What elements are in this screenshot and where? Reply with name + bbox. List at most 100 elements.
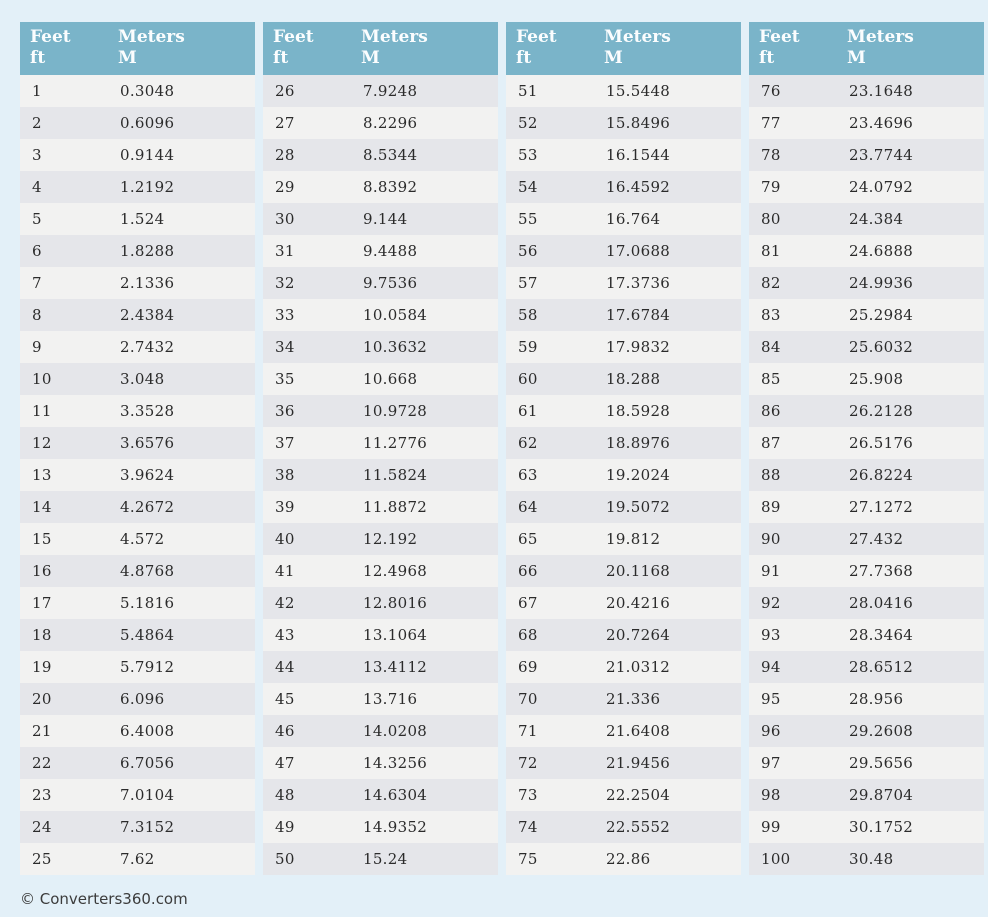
- conversion-table-3: Feet ft Meters M 51 15.5448 52 15.8496 53 16.1544…: [506, 22, 741, 875]
- meters-cell: 27.7368: [837, 555, 984, 587]
- feet-cell: 42: [263, 587, 351, 619]
- meters-header-unit: M: [118, 48, 137, 68]
- feet-cell: 88: [749, 459, 837, 491]
- meters-cell: 19.5072: [594, 491, 741, 523]
- table-row: 48 14.6304: [263, 779, 498, 811]
- meters-cell: 30.1752: [837, 811, 984, 843]
- feet-cell: 94: [749, 651, 837, 683]
- meters-cell: 0.9144: [108, 139, 255, 171]
- feet-cell: 90: [749, 523, 837, 555]
- table-row: 64 19.5072: [506, 491, 741, 523]
- table-row: 87 26.5176: [749, 427, 984, 459]
- table-row: 95 28.956: [749, 683, 984, 715]
- feet-cell: 27: [263, 107, 351, 139]
- table-row: 51 15.5448: [506, 75, 741, 107]
- feet-cell: 19: [20, 651, 108, 683]
- table-row: 46 14.0208: [263, 715, 498, 747]
- table-row: 9 2.7432: [20, 331, 255, 363]
- meters-cell: 20.7264: [594, 619, 741, 651]
- feet-cell: 6: [20, 235, 108, 267]
- table-row: 39 11.8872: [263, 491, 498, 523]
- table-row: 61 18.5928: [506, 395, 741, 427]
- meters-cell: 11.2776: [351, 427, 498, 459]
- meters-cell: 2.4384: [108, 299, 255, 331]
- meters-cell: 6.4008: [108, 715, 255, 747]
- meters-cell: 2.1336: [108, 267, 255, 299]
- meters-cell: 10.0584: [351, 299, 498, 331]
- table-row: 93 28.3464: [749, 619, 984, 651]
- table-header-row: Feet ft Meters M: [749, 22, 984, 75]
- feet-header-unit: ft: [273, 48, 289, 68]
- table-row: 12 3.6576: [20, 427, 255, 459]
- feet-cell: 17: [20, 587, 108, 619]
- feet-cell: 63: [506, 459, 594, 491]
- feet-cell: 38: [263, 459, 351, 491]
- meters-header-label: Meters: [361, 27, 428, 47]
- feet-cell: 71: [506, 715, 594, 747]
- feet-cell: 50: [263, 843, 351, 875]
- table-row: 42 12.8016: [263, 587, 498, 619]
- table-row: 44 13.4112: [263, 651, 498, 683]
- table-row: 62 18.8976: [506, 427, 741, 459]
- conversion-table-4: Feet ft Meters M 76 23.1648 77 23.4696 78 23.7744…: [749, 22, 984, 875]
- table-row: 36 10.9728: [263, 395, 498, 427]
- meters-cell: 12.8016: [351, 587, 498, 619]
- feet-cell: 62: [506, 427, 594, 459]
- table-row: 77 23.4696: [749, 107, 984, 139]
- feet-cell: 7: [20, 267, 108, 299]
- table-row: 56 17.0688: [506, 235, 741, 267]
- feet-cell: 78: [749, 139, 837, 171]
- feet-cell: 83: [749, 299, 837, 331]
- meters-cell: 18.8976: [594, 427, 741, 459]
- table-row: 80 24.384: [749, 203, 984, 235]
- feet-cell: 44: [263, 651, 351, 683]
- feet-cell: 25: [20, 843, 108, 875]
- meters-cell: 10.3632: [351, 331, 498, 363]
- meters-cell: 21.0312: [594, 651, 741, 683]
- meters-cell: 15.24: [351, 843, 498, 875]
- feet-cell: 13: [20, 459, 108, 491]
- table-row: 54 16.4592: [506, 171, 741, 203]
- feet-cell: 40: [263, 523, 351, 555]
- feet-cell: 8: [20, 299, 108, 331]
- feet-cell: 39: [263, 491, 351, 523]
- table-row: 43 13.1064: [263, 619, 498, 651]
- feet-cell: 59: [506, 331, 594, 363]
- meters-cell: 9.144: [351, 203, 498, 235]
- feet-cell: 82: [749, 267, 837, 299]
- meters-cell: 15.5448: [594, 75, 741, 107]
- feet-cell: 91: [749, 555, 837, 587]
- meters-column-header: Meters M: [837, 22, 984, 75]
- table-row: 55 16.764: [506, 203, 741, 235]
- table-row: 86 26.2128: [749, 395, 984, 427]
- feet-cell: 4: [20, 171, 108, 203]
- table-row: 58 17.6784: [506, 299, 741, 331]
- meters-cell: 4.8768: [108, 555, 255, 587]
- meters-column-header: Meters M: [351, 22, 498, 75]
- meters-cell: 20.4216: [594, 587, 741, 619]
- table-row: 98 29.8704: [749, 779, 984, 811]
- meters-cell: 8.2296: [351, 107, 498, 139]
- meters-cell: 16.4592: [594, 171, 741, 203]
- meters-cell: 9.4488: [351, 235, 498, 267]
- table-header-row: Feet ft Meters M: [263, 22, 498, 75]
- meters-cell: 8.5344: [351, 139, 498, 171]
- meters-cell: 28.956: [837, 683, 984, 715]
- table-row: 63 19.2024: [506, 459, 741, 491]
- table-row: 41 12.4968: [263, 555, 498, 587]
- meters-cell: 24.9936: [837, 267, 984, 299]
- table-row: 89 27.1272: [749, 491, 984, 523]
- meters-cell: 26.5176: [837, 427, 984, 459]
- table-row: 23 7.0104: [20, 779, 255, 811]
- feet-cell: 77: [749, 107, 837, 139]
- feet-cell: 89: [749, 491, 837, 523]
- table-row: 27 8.2296: [263, 107, 498, 139]
- meters-cell: 14.9352: [351, 811, 498, 843]
- meters-cell: 7.0104: [108, 779, 255, 811]
- table-row: 83 25.2984: [749, 299, 984, 331]
- table-row: 1 0.3048: [20, 75, 255, 107]
- meters-cell: 7.62: [108, 843, 255, 875]
- meters-cell: 16.1544: [594, 139, 741, 171]
- meters-cell: 19.812: [594, 523, 741, 555]
- feet-column-header: Feet ft: [20, 22, 108, 75]
